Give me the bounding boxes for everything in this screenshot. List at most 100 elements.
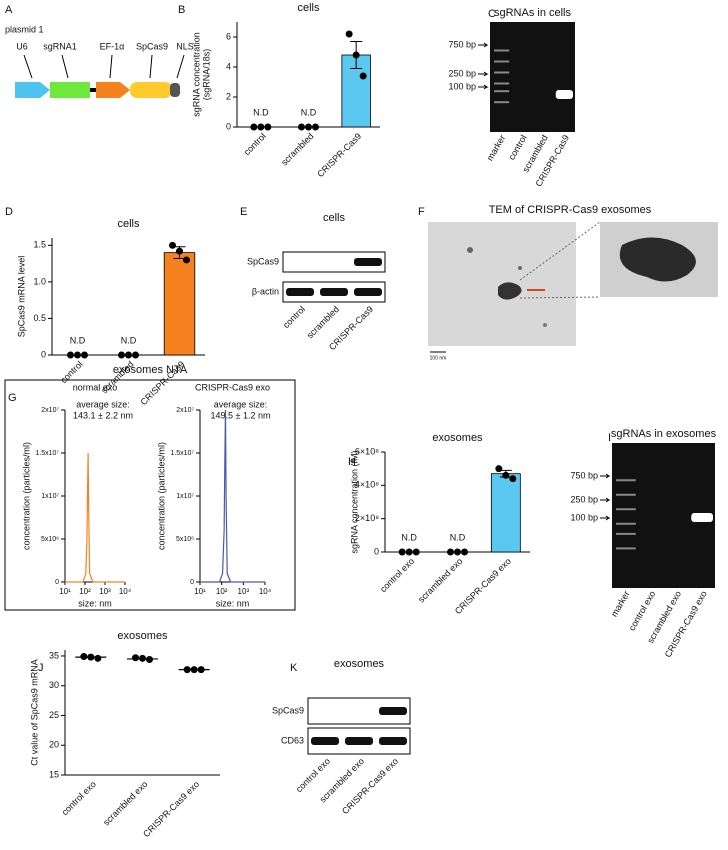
y-axis-label: concentration (particles/ml): [156, 442, 166, 550]
chart-title: exosomes: [432, 432, 483, 444]
data-point: [183, 256, 190, 264]
y-axis-label: SpCas9 mRNA level: [16, 256, 26, 338]
y-tick-label: 2x10⁷: [176, 407, 194, 414]
ladder-band: [616, 532, 636, 535]
x-tick-label: control: [242, 131, 268, 157]
chart-title: cells: [297, 2, 320, 14]
data-point: [502, 471, 510, 479]
y-axis-label: concentration (particles/ml): [21, 442, 31, 550]
blot-title: exosomes: [334, 658, 385, 670]
annotation: 143.1 ± 2.2 nm: [73, 410, 133, 420]
x-tick-label: CRISPR-Cas9: [315, 131, 363, 179]
annotation: N.D: [70, 335, 86, 345]
x-tick-label: 10²: [79, 587, 91, 596]
data-point: [447, 548, 454, 556]
data-point: [305, 123, 312, 131]
marker-label: 100 bp: [570, 512, 598, 522]
y-tick-label: 1.5: [33, 240, 46, 250]
y-axis-label: (sgRNA/18s): [201, 49, 211, 101]
y-tick-label: 4: [226, 61, 231, 71]
data-point: [190, 666, 198, 674]
chart-title: exosomes: [117, 630, 168, 642]
ladder-band: [616, 508, 636, 511]
blot-title: cells: [323, 212, 346, 224]
y-axis-label: sgRNA concentration: [191, 32, 201, 117]
nta-box: [4, 379, 296, 611]
blot-band: [320, 288, 348, 296]
y-tick-label: 0: [190, 579, 194, 586]
x-tick-label: control exo: [378, 556, 416, 594]
data-point: [264, 123, 272, 131]
x-tick-label: 10³: [238, 587, 250, 596]
ladder-band: [616, 479, 636, 482]
y-tick-label: 20: [49, 740, 59, 750]
ladder-band: [494, 60, 510, 63]
nta-line: [65, 452, 125, 583]
annotation: 149.5 ± 1.2 nm: [211, 410, 271, 420]
nls-shape: [170, 83, 180, 97]
ef1a-shape: [96, 82, 130, 98]
row-label: β-actin: [252, 286, 279, 296]
y-tick-label: 15: [49, 769, 59, 779]
data-point: [67, 351, 74, 359]
data-point: [169, 241, 176, 249]
marker-label: 100 bp: [448, 81, 476, 91]
marker-label: 250 bp: [448, 68, 476, 78]
exosome: [498, 282, 522, 300]
y-tick-label: 30: [49, 680, 59, 690]
data-point: [132, 654, 139, 662]
data-point: [87, 653, 95, 661]
data-point: [146, 656, 153, 664]
tem-panel: TEM of CRISPR-Cas9 exosomes 100 nm: [428, 204, 718, 361]
y-tick-label: 6: [226, 31, 231, 41]
lane-label: scrambled: [305, 304, 341, 340]
cas9-shape: [130, 82, 172, 98]
blot-band: [311, 737, 339, 745]
data-point: [81, 351, 88, 359]
data-point: [352, 51, 360, 59]
data-point: [312, 123, 319, 131]
data-point: [118, 351, 125, 359]
y-tick-label: 6×10⁸: [355, 446, 379, 456]
data-point: [250, 123, 258, 131]
y-tick-label: 2x10⁷: [41, 407, 59, 414]
blot-band: [379, 707, 407, 715]
ladder-band: [616, 547, 636, 550]
nta-line: [200, 409, 265, 583]
data-point: [461, 548, 468, 556]
ladder-band: [616, 522, 636, 525]
panel-letter: I: [608, 432, 611, 444]
y-tick-label: 2: [226, 91, 231, 101]
ladder-band: [494, 90, 510, 93]
panel-letter: C: [488, 8, 496, 20]
x-axis-label: size: nm: [216, 598, 250, 608]
bar: [163, 252, 196, 356]
data-point: [125, 351, 132, 359]
sample-band: [691, 513, 713, 522]
marker-arrow: [600, 515, 611, 521]
annotation: N.D: [301, 107, 317, 117]
data-point: [94, 654, 102, 662]
chart-title: CRISPR-Cas9 exo: [195, 382, 270, 392]
data-point: [359, 72, 367, 80]
lane-label: control: [281, 304, 307, 330]
y-tick-label: 0: [55, 579, 59, 586]
lane-label: control: [506, 133, 528, 161]
x-tick-label: 10⁴: [119, 587, 132, 596]
marker-arrow: [478, 42, 489, 48]
row-label: SpCas9: [272, 705, 304, 715]
data-point: [132, 351, 139, 359]
x-tick-label: control exo: [60, 779, 98, 817]
x-axis-label: size: nm: [78, 598, 112, 608]
linker: [90, 88, 96, 92]
plasmid-title: plasmid 1: [5, 24, 44, 34]
y-tick-label: 0: [374, 546, 379, 556]
panel-letter: G: [8, 392, 17, 404]
y-tick-label: 0: [41, 349, 46, 359]
data-point: [345, 30, 353, 38]
ladder-band: [494, 71, 510, 74]
x-tick-label: scrambled exo: [416, 556, 464, 604]
pointers: [23, 54, 185, 79]
y-tick-label: 1.5x10⁷: [170, 450, 194, 457]
